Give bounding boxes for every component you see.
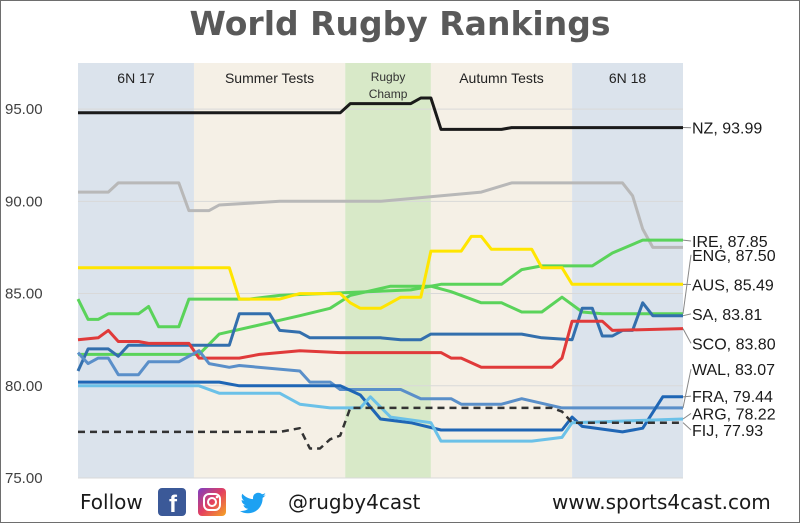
series-line-aus	[78, 234, 683, 310]
series-label-fij: FIJ, 77.93	[692, 423, 763, 440]
twitter-icon[interactable]	[238, 488, 266, 516]
band-label-2-1: Champ	[369, 87, 408, 101]
series-line-sa	[76, 301, 683, 372]
y-tick-label-3: 90.00	[5, 193, 43, 210]
y-tick-label-2: 85.00	[5, 286, 43, 303]
series-line-nz	[78, 96, 683, 131]
series-label-nz: NZ, 93.99	[692, 121, 762, 138]
band-label-1: Summer Tests	[225, 70, 314, 86]
series-label-sa: SA, 83.81	[692, 307, 762, 324]
label-leader-fij	[682, 422, 692, 431]
follow-text: Follow	[80, 490, 143, 514]
band-label-4: 6N 18	[609, 70, 647, 86]
label-leader-arg	[682, 413, 692, 420]
series-line-ire	[76, 238, 683, 329]
band-label-3: Autumn Tests	[459, 70, 544, 86]
band-0	[78, 63, 194, 478]
band-1	[193, 63, 346, 478]
label-leader-ire	[682, 239, 692, 242]
band-label-2-0: Rugby	[371, 70, 406, 84]
label-leader-sco	[682, 328, 692, 344]
site-text: www.sports4cast.com	[552, 490, 771, 514]
series-label-aus: AUS, 85.49	[692, 278, 774, 295]
series-line-unlabelled	[78, 181, 683, 249]
band-4	[572, 63, 683, 478]
svg-text:f: f	[169, 491, 178, 516]
y-tick-label-1: 80.00	[5, 378, 43, 395]
series-label-wal: WAL, 83.07	[692, 362, 775, 379]
chart-title: World Rugby Rankings	[189, 4, 611, 43]
facebook-icon[interactable]: f	[158, 488, 186, 518]
series-label-sco: SCO, 83.80	[692, 336, 776, 353]
band-label-0: 6N 17	[117, 70, 155, 86]
y-tick-label-0: 75.00	[5, 470, 43, 487]
series-line-wal	[76, 349, 683, 410]
label-leader-wal	[682, 369, 692, 409]
series-label-fra: FRA, 79.44	[692, 389, 773, 406]
series-label-eng: ENG, 87.50	[692, 248, 776, 265]
series-line-fra	[78, 380, 683, 434]
handle-text: @rugby4cast	[288, 490, 421, 514]
instagram-icon[interactable]	[198, 488, 226, 516]
series-line-fij	[78, 406, 683, 450]
footer: Follow f @rugby4cast www.sports4cast.com	[0, 485, 800, 521]
series-label-ire: IRE, 87.85	[692, 234, 768, 251]
label-leader-fra	[682, 395, 692, 398]
label-leader-sa	[682, 313, 692, 317]
band-3	[430, 63, 573, 478]
series-line-sco	[77, 319, 684, 369]
y-tick-label-4: 95.00	[5, 101, 43, 118]
series-label-arg: ARG, 78.22	[692, 406, 776, 423]
